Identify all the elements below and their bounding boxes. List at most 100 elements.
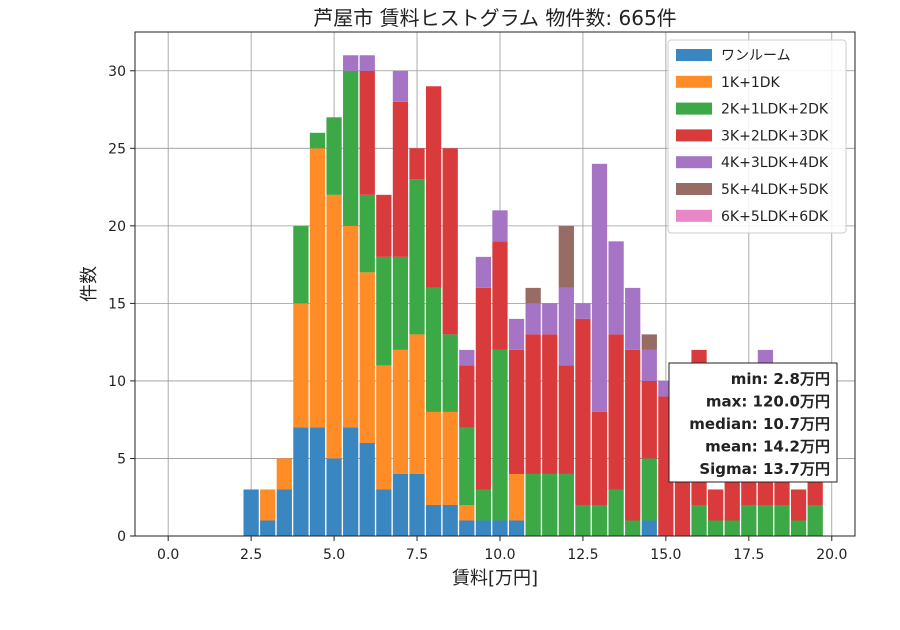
x-tick-label-1: 2.5 xyxy=(240,547,262,563)
bar-series-3-bin-22 xyxy=(608,334,624,490)
bar-series-4-bin-18 xyxy=(542,303,558,335)
bar-series-3-bin-15 xyxy=(492,241,508,350)
stats-box: min: 2.8万円 max: 120.0万円 median: 10.7万円 mean… xyxy=(668,362,838,483)
bar-series-4-bin-16 xyxy=(508,318,525,350)
bar-series-3-bin-13 xyxy=(459,365,475,428)
bar-series-4-bin-22 xyxy=(608,241,624,335)
bar-series-4-bin-15 xyxy=(492,210,508,242)
bar-series-0-bin-15 xyxy=(492,520,508,536)
bar-series-1-bin-1 xyxy=(260,489,276,521)
y-axis-label: 件数 xyxy=(79,266,100,302)
y-tick-label-2: 10 xyxy=(108,374,126,390)
bar-series-0-bin-11 xyxy=(425,504,442,536)
bar-series-1-bin-5 xyxy=(326,194,342,459)
legend-swatch-3 xyxy=(676,129,712,142)
bar-series-2-bin-8 xyxy=(376,256,392,366)
legend-label-3: 3K+2LDK+3DK xyxy=(721,128,829,144)
bar-series-4-bin-9 xyxy=(392,70,409,102)
bar-series-5-bin-24 xyxy=(641,334,657,350)
bar-series-4-bin-21 xyxy=(591,163,608,412)
bar-series-3-bin-26 xyxy=(674,473,691,536)
bar-series-4-bin-6 xyxy=(343,55,359,71)
bar-series-0-bin-12 xyxy=(442,504,458,536)
bar-series-2-bin-22 xyxy=(608,489,624,536)
bar-series-0-bin-14 xyxy=(475,520,492,536)
x-axis-ticks: 0.0 2.5 5.0 7.5 10.0 12.5 15.0 17.5 20.0 xyxy=(157,536,847,563)
bar-series-3-bin-21 xyxy=(591,411,608,505)
bar-series-0-bin-10 xyxy=(409,473,425,536)
bar-series-3-bin-8 xyxy=(376,194,392,257)
legend-label-2: 2K+1LDK+2DK xyxy=(721,102,829,118)
legend-label-5: 5K+4LDK+5DK xyxy=(721,182,829,198)
legend-swatch-2 xyxy=(676,102,712,115)
legend-label-1: 1K+1DK xyxy=(721,75,781,91)
legend-label-4: 4K+3LDK+4DK xyxy=(721,155,829,171)
legend-label-6: 6K+5LDK+6DK xyxy=(721,209,829,225)
bar-series-2-bin-10 xyxy=(409,179,425,335)
bar-series-2-bin-23 xyxy=(625,520,641,536)
x-tick-label-5: 12.5 xyxy=(567,547,598,563)
bar-series-2-bin-18 xyxy=(542,473,558,536)
bar-series-0-bin-3 xyxy=(293,427,309,536)
x-tick-label-0: 0.0 xyxy=(157,547,179,563)
bar-series-1-bin-9 xyxy=(392,349,409,474)
bar-series-1-bin-3 xyxy=(293,303,309,428)
bar-series-1-bin-13 xyxy=(459,504,475,521)
bar-series-5-bin-19 xyxy=(558,225,574,288)
bar-series-3-bin-33 xyxy=(790,489,807,521)
legend-label-0: ワンルーム xyxy=(721,48,791,64)
y-tick-label-6: 30 xyxy=(108,64,126,80)
legend-swatch-1 xyxy=(676,75,712,88)
bar-series-2-bin-5 xyxy=(326,117,342,195)
bar-series-2-bin-34 xyxy=(807,504,823,536)
bar-series-2-bin-13 xyxy=(459,427,475,505)
bar-series-2-bin-33 xyxy=(790,520,807,536)
legend: ワンルーム 1K+1DK 2K+1LDK+2DK 3K+2LDK+3DK 4K+3LDK… xyxy=(667,39,847,234)
bar-series-2-bin-7 xyxy=(359,194,375,273)
bar-series-1-bin-11 xyxy=(425,411,442,505)
bar-series-4-bin-17 xyxy=(525,303,541,335)
y-axis-ticks: 0 5 10 15 20 25 30 xyxy=(108,64,135,545)
legend-swatch-4 xyxy=(676,156,712,169)
bar-series-0-bin-7 xyxy=(359,442,375,536)
bar-series-2-bin-27 xyxy=(691,504,707,536)
stats-box-frame xyxy=(668,362,838,483)
x-axis-label: 賃料[万円] xyxy=(452,568,538,589)
bar-series-0-bin-4 xyxy=(309,427,326,536)
bar-series-2-bin-32 xyxy=(774,504,790,536)
bar-series-1-bin-12 xyxy=(442,411,458,505)
bar-series-2-bin-30 xyxy=(741,504,757,536)
bar-series-3-bin-10 xyxy=(409,148,425,180)
bar-series-4-bin-19 xyxy=(558,287,574,366)
x-tick-label-3: 7.5 xyxy=(406,547,428,563)
stats-line-4: Sigma: 13.7万円 xyxy=(699,460,830,478)
bar-series-2-bin-4 xyxy=(309,132,326,149)
bar-series-3-bin-18 xyxy=(542,334,558,474)
legend-box xyxy=(667,39,847,234)
bar-series-3-bin-20 xyxy=(575,318,591,505)
bar-series-1-bin-8 xyxy=(376,365,392,490)
stats-line-0: min: 2.8万円 xyxy=(731,370,830,388)
bar-series-2-bin-19 xyxy=(558,473,574,536)
bar-series-2-bin-3 xyxy=(293,225,309,304)
bar-series-2-bin-20 xyxy=(575,504,591,536)
bar-series-2-bin-17 xyxy=(525,473,541,536)
bar-series-4-bin-7 xyxy=(359,55,375,71)
plot-frame xyxy=(134,31,856,537)
bar-series-2-bin-28 xyxy=(708,520,724,536)
y-tick-label-0: 0 xyxy=(117,529,126,545)
bar-series-1-bin-7 xyxy=(359,272,375,443)
bar-series-0-bin-13 xyxy=(459,520,475,536)
bar-series-2-bin-6 xyxy=(343,70,359,226)
bar-series-4-bin-23 xyxy=(625,287,641,350)
y-tick-label-5: 25 xyxy=(108,141,126,157)
bar-series-2-bin-31 xyxy=(757,504,774,536)
bar-series-0-bin-6 xyxy=(343,427,359,536)
y-tick-label-4: 20 xyxy=(108,219,126,235)
bar-series-4-bin-14 xyxy=(475,256,492,288)
stats-line-1: max: 120.0万円 xyxy=(706,393,830,411)
bar-series-1-bin-16 xyxy=(508,473,525,521)
bar-series-3-bin-28 xyxy=(708,489,724,521)
